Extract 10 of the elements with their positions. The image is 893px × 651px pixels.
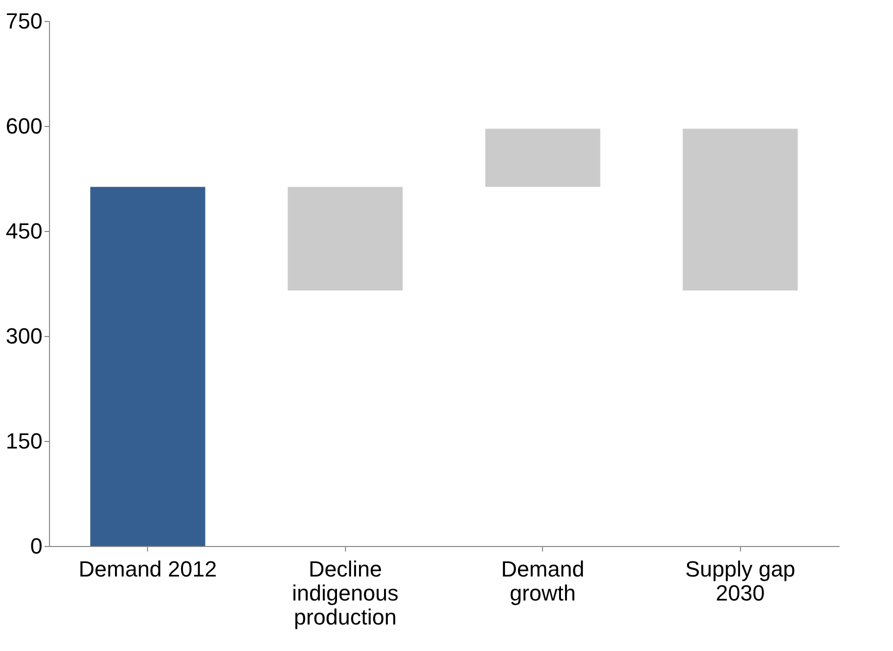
y-tick-label: 450 — [6, 218, 42, 244]
x-tick-label: Demand growth — [501, 556, 584, 606]
x-tick-label: Demand 2012 — [78, 556, 217, 582]
y-tick-label: 600 — [6, 114, 42, 138]
x-tick-label: Decline indigenous production — [292, 556, 398, 630]
y-tick-label: 750 — [6, 8, 42, 34]
y-tick-label: 300 — [6, 324, 42, 348]
y-tick-label: 150 — [6, 428, 42, 454]
y-tick-label: 0 — [30, 534, 42, 558]
x-tick-label: Supply gap 2030 — [685, 556, 796, 606]
